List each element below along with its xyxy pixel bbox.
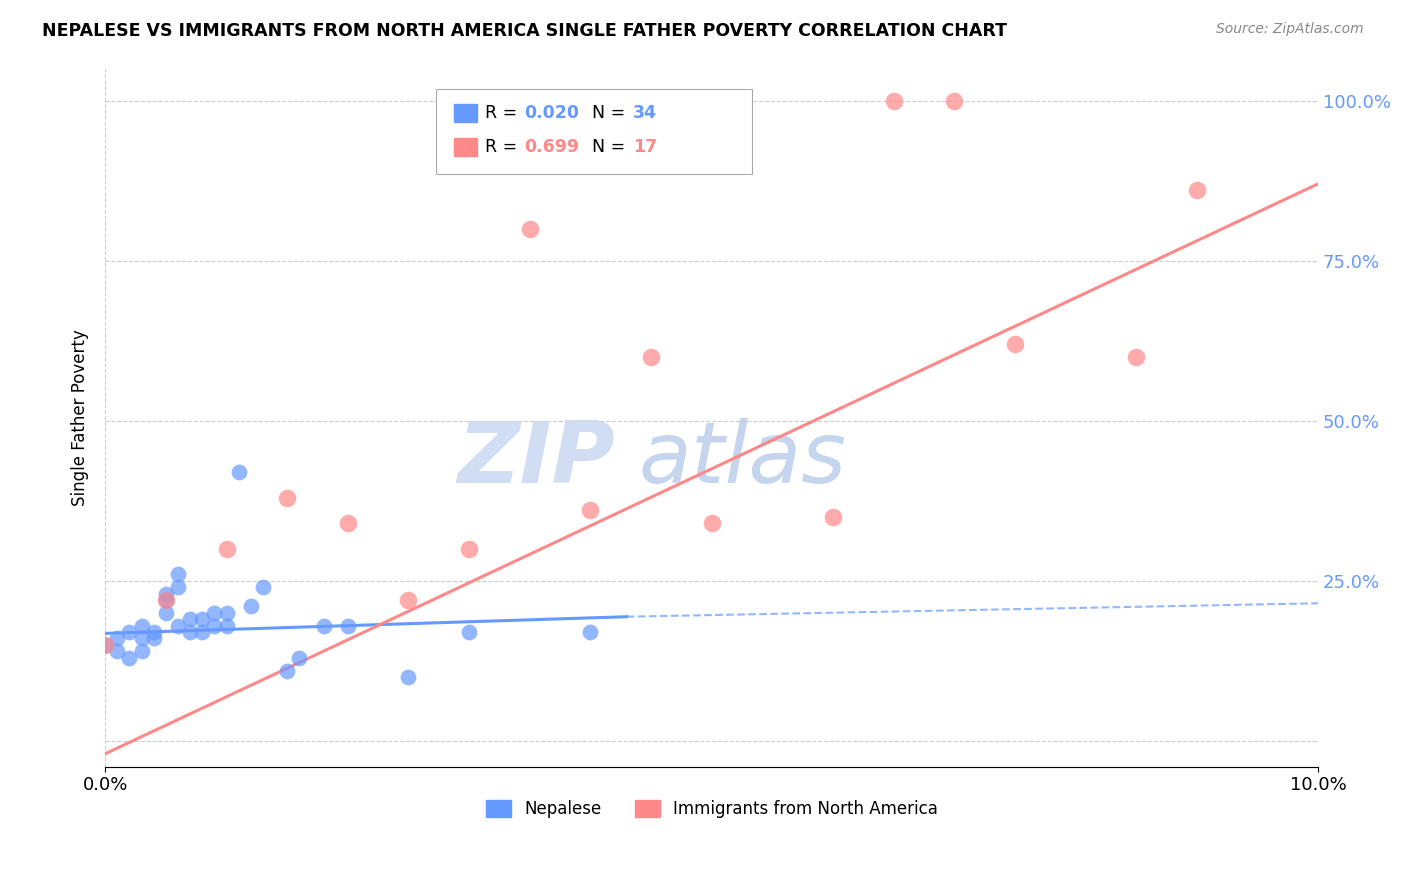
Point xyxy=(1004,337,1026,351)
Text: NEPALESE VS IMMIGRANTS FROM NORTH AMERICA SINGLE FATHER POVERTY CORRELATION CHAR: NEPALESE VS IMMIGRANTS FROM NORTH AMERIC… xyxy=(42,22,1007,40)
Text: R =: R = xyxy=(485,104,523,122)
Point xyxy=(167,567,190,582)
Point xyxy=(821,509,844,524)
Point xyxy=(1125,350,1147,364)
Point xyxy=(336,618,359,632)
Point xyxy=(215,606,238,620)
Legend: Nepalese, Immigrants from North America: Nepalese, Immigrants from North America xyxy=(479,793,945,824)
Point xyxy=(155,606,177,620)
Point xyxy=(191,612,214,626)
Text: 0.699: 0.699 xyxy=(524,138,579,156)
Point xyxy=(398,593,420,607)
Point xyxy=(288,650,311,665)
Text: ZIP: ZIP xyxy=(457,418,614,501)
Point xyxy=(883,94,905,108)
Point xyxy=(239,599,262,614)
Point xyxy=(943,94,966,108)
Point xyxy=(215,541,238,556)
Point xyxy=(155,587,177,601)
Point xyxy=(202,606,225,620)
Point xyxy=(700,516,723,531)
Point xyxy=(105,632,128,646)
Text: N =: N = xyxy=(581,104,630,122)
Point xyxy=(179,625,201,640)
Point xyxy=(142,625,165,640)
Point xyxy=(131,618,153,632)
Point xyxy=(167,618,190,632)
Point xyxy=(519,221,541,235)
Point xyxy=(118,650,141,665)
Y-axis label: Single Father Poverty: Single Father Poverty xyxy=(72,329,89,506)
Point xyxy=(215,618,238,632)
Point xyxy=(276,664,298,678)
Point xyxy=(167,580,190,594)
Point xyxy=(312,618,335,632)
Text: 34: 34 xyxy=(633,104,657,122)
Point xyxy=(191,625,214,640)
Point xyxy=(276,491,298,505)
Text: N =: N = xyxy=(581,138,630,156)
Point xyxy=(579,625,602,640)
Point xyxy=(1185,183,1208,197)
Point xyxy=(336,516,359,531)
Point xyxy=(179,612,201,626)
Point xyxy=(118,625,141,640)
Point xyxy=(228,465,250,479)
Point xyxy=(252,580,274,594)
Point xyxy=(142,632,165,646)
Point xyxy=(398,670,420,684)
Point xyxy=(155,593,177,607)
Point xyxy=(155,593,177,607)
Text: R =: R = xyxy=(485,138,523,156)
Point xyxy=(94,638,117,652)
Point xyxy=(94,638,117,652)
Point xyxy=(202,618,225,632)
Point xyxy=(640,350,662,364)
Point xyxy=(105,644,128,658)
Text: Source: ZipAtlas.com: Source: ZipAtlas.com xyxy=(1216,22,1364,37)
Text: 0.020: 0.020 xyxy=(524,104,579,122)
Point xyxy=(131,644,153,658)
Point xyxy=(458,625,481,640)
Point xyxy=(458,541,481,556)
Text: atlas: atlas xyxy=(638,418,846,501)
Point xyxy=(131,632,153,646)
Point xyxy=(579,503,602,517)
Text: 17: 17 xyxy=(633,138,657,156)
